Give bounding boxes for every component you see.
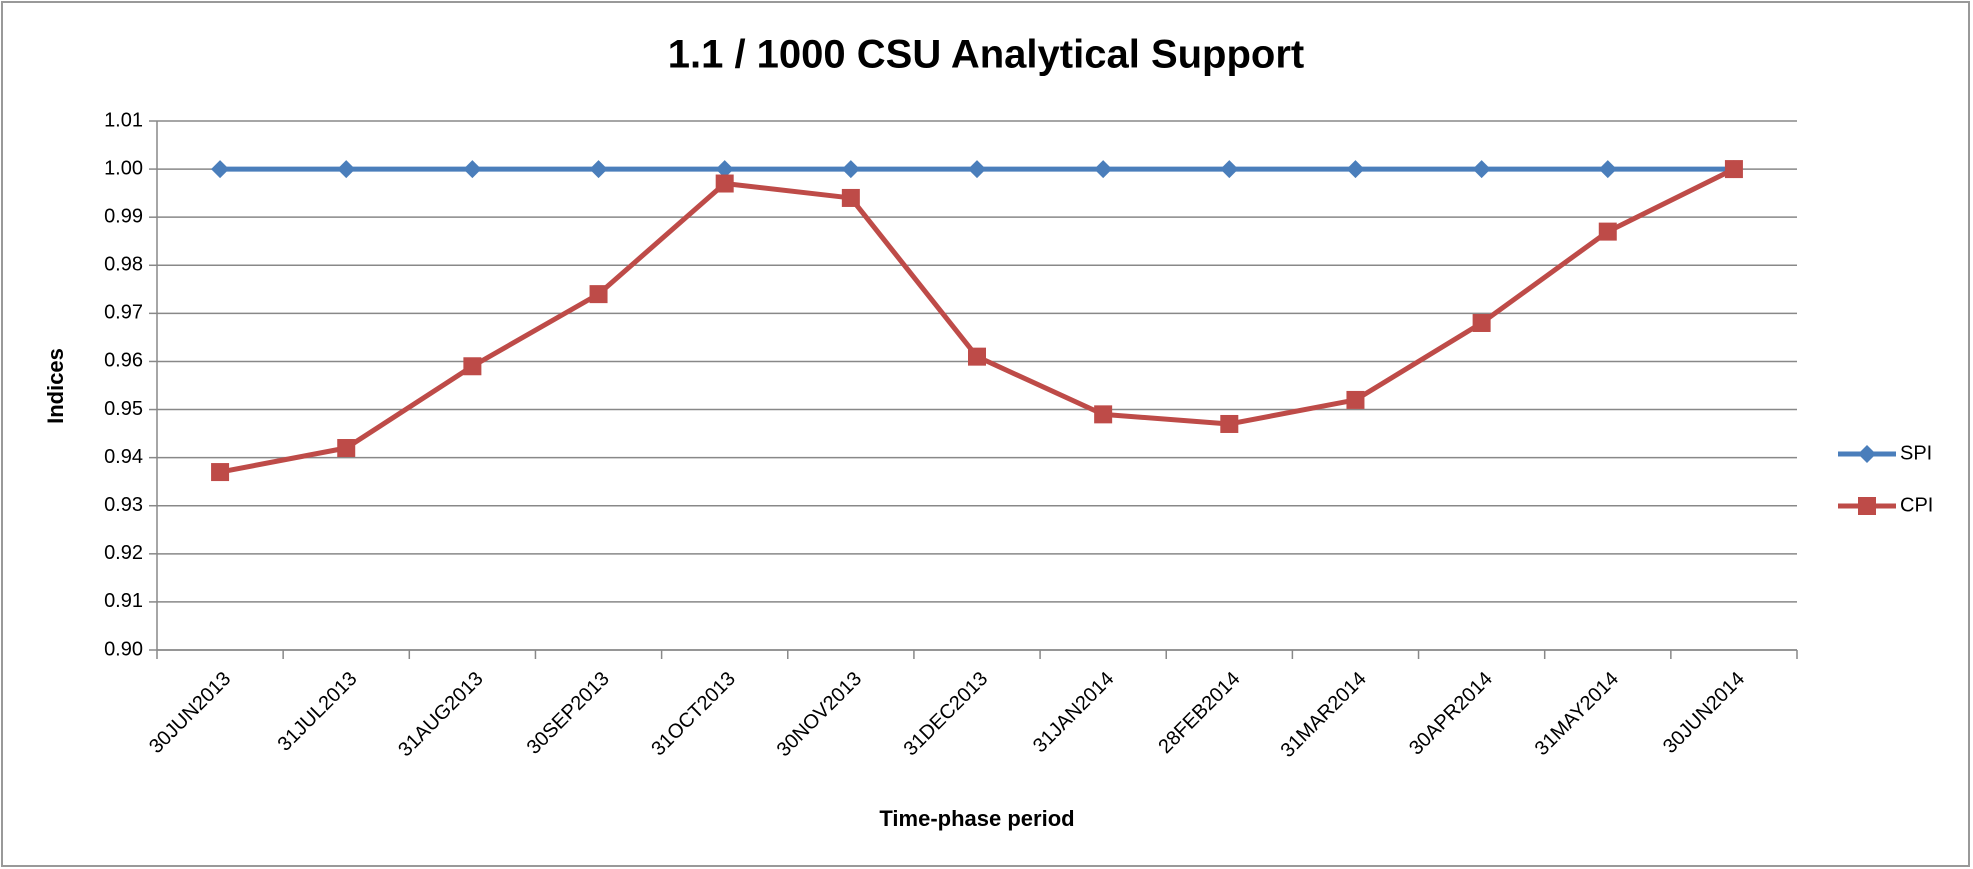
- data-point: [715, 160, 734, 179]
- data-point: [463, 357, 482, 376]
- data-point: [463, 160, 482, 179]
- data-point: [1346, 390, 1365, 409]
- y-tick-label: 0.93: [104, 494, 143, 516]
- data-point: [211, 160, 230, 179]
- legend-label: SPI: [1900, 442, 1932, 464]
- data-point: [1724, 160, 1743, 179]
- data-point: [1094, 405, 1113, 424]
- y-tick-label: 0.97: [104, 302, 143, 324]
- y-tick-label: 0.98: [104, 254, 143, 276]
- data-point: [1220, 160, 1239, 179]
- data-point: [1094, 160, 1113, 179]
- y-tick-label: 1.01: [104, 109, 143, 131]
- legend-marker: [1858, 445, 1876, 463]
- y-tick-label: 0.90: [104, 638, 143, 660]
- y-tick-label: 0.91: [104, 590, 143, 612]
- data-point: [337, 439, 356, 458]
- data-point: [1346, 160, 1365, 179]
- data-point: [589, 160, 608, 179]
- data-point: [1598, 222, 1617, 241]
- data-point: [337, 160, 356, 179]
- data-point: [968, 347, 986, 366]
- data-point: [841, 188, 860, 207]
- y-tick-label: 0.99: [104, 205, 143, 227]
- data-point: [715, 174, 734, 193]
- chart-title: 1.1 / 1000 CSU Analytical Support: [668, 33, 1305, 77]
- data-point: [211, 463, 230, 482]
- y-tick-label: 0.92: [104, 542, 143, 564]
- data-point: [1220, 414, 1239, 433]
- y-tick-label: 0.96: [104, 350, 143, 372]
- y-tick-label: 0.94: [104, 446, 143, 468]
- x-axis-title: Time-phase period: [879, 806, 1074, 831]
- data-point: [589, 285, 608, 304]
- data-point: [841, 160, 860, 179]
- legend-marker: [1858, 497, 1876, 515]
- data-point: [1472, 313, 1491, 332]
- data-point: [968, 160, 986, 179]
- y-tick-label: 0.95: [104, 398, 143, 420]
- legend-label: CPI: [1900, 494, 1933, 516]
- data-point: [1472, 160, 1491, 179]
- y-axis-title: Indices: [43, 348, 68, 424]
- y-tick-label: 1.00: [104, 157, 143, 179]
- data-point: [1598, 160, 1617, 179]
